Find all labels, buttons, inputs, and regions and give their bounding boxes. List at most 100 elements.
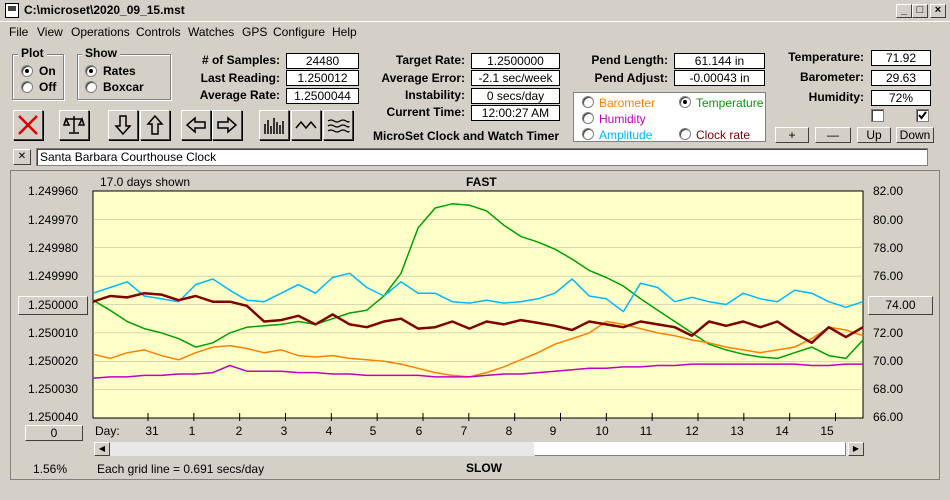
plot-group-label: Plot	[18, 46, 47, 60]
day-tick-label: 9	[549, 424, 557, 438]
amplitude-channel-radio[interactable]	[582, 128, 594, 140]
menu-gps[interactable]: GPS	[242, 25, 268, 39]
arrow-left-icon	[185, 116, 206, 134]
plot-off-label: Off	[39, 80, 57, 94]
scroll-left-button[interactable]: ◀	[94, 442, 110, 456]
wave-icon	[295, 120, 317, 130]
pend-adjust-label: Pend Adjust:	[594, 71, 668, 85]
humidity-value: 72%	[871, 90, 931, 106]
menu-help[interactable]: Help	[332, 25, 357, 39]
wave-view-button[interactable]	[291, 110, 321, 140]
zero-button[interactable]: 0	[25, 425, 83, 441]
samples-label: # of Samples:	[201, 53, 280, 67]
minimize-button[interactable]: _	[896, 4, 912, 18]
average-rate-label: Average Rate:	[199, 88, 280, 102]
balance-button[interactable]	[59, 110, 89, 140]
average-error-label: Average Error:	[381, 71, 465, 85]
right-tick-label: 70.00	[873, 354, 904, 368]
arrow-left-button[interactable]	[181, 110, 211, 140]
down-button[interactable]: Down	[896, 127, 934, 143]
maximize-button[interactable]: □	[912, 4, 928, 18]
day-tick-label: 6	[415, 424, 423, 438]
temperature-label: Temperature:	[788, 50, 864, 64]
clock-rate-channel-radio[interactable]	[679, 128, 691, 140]
arrow-right-button[interactable]	[212, 110, 242, 140]
humidity-checkbox-1[interactable]	[871, 109, 884, 122]
zoom-percent: 1.56%	[33, 462, 68, 476]
menu-configure[interactable]: Configure	[273, 25, 326, 39]
right-tick-label: 78.00	[873, 241, 904, 255]
temperature-channel-radio[interactable]	[679, 96, 691, 108]
scroll-thumb[interactable]	[534, 442, 846, 456]
menu-operations[interactable]: Operations	[71, 25, 130, 39]
clock-rate-channel-label: Clock rate	[696, 128, 751, 142]
menu-bar: File View Operations Controls Watches GP…	[0, 22, 950, 42]
scroll-right-button[interactable]: ▶	[848, 442, 864, 456]
close-window-button[interactable]: ×	[930, 4, 946, 18]
show-rates-label: Rates	[103, 64, 136, 78]
menu-controls[interactable]: Controls	[136, 25, 181, 39]
series-temperature	[92, 203, 864, 360]
right-tick-label: 66.00	[873, 410, 904, 424]
barometer-channel-radio[interactable]	[582, 96, 594, 108]
up-button[interactable]: Up	[857, 127, 891, 143]
left-tick-label: 1.249980	[28, 241, 79, 255]
right-tick-label: 72.00	[873, 326, 904, 340]
show-rates-radio[interactable]	[85, 65, 97, 77]
arrow-right-icon	[217, 116, 238, 134]
left-tick-label: 1.250040	[28, 410, 79, 424]
slow-label: SLOW	[466, 461, 502, 475]
arrow-down-button[interactable]	[108, 110, 138, 140]
day-tick-label: 5	[369, 424, 377, 438]
menu-file[interactable]: File	[9, 25, 29, 39]
right-tick-label: 82.00	[873, 184, 904, 198]
arrow-down-icon	[114, 115, 132, 136]
temperature-channel-label: Temperature	[696, 96, 764, 110]
left-tick-label: 1.249960	[28, 184, 79, 198]
ripple-view-button[interactable]	[323, 110, 353, 140]
center-temp-button[interactable]: 74.00	[868, 296, 933, 315]
average-rate-value: 1.2500044	[286, 88, 359, 104]
left-tick-label: 1.250010	[28, 326, 79, 340]
minus-button[interactable]: —	[815, 127, 851, 143]
clear-clock-name-button[interactable]: ✕	[13, 149, 31, 165]
show-boxcar-radio[interactable]	[85, 81, 97, 93]
title-bar: C:\microset\2020_09_15.mst _ □ ×	[0, 0, 950, 22]
show-boxcar-label: Boxcar	[103, 80, 144, 94]
pend-adjust-value: -0.00043 in	[674, 70, 765, 86]
instability-value: 0 secs/day	[471, 88, 560, 104]
plot-off-radio[interactable]	[21, 81, 33, 93]
fast-label: FAST	[466, 175, 497, 189]
day-tick-label: 2	[235, 424, 243, 438]
balance-icon	[62, 116, 86, 134]
current-time-value: 12:00:27 AM	[471, 105, 560, 121]
day-tick-label: 14	[775, 424, 789, 438]
humidity-label: Humidity:	[808, 90, 864, 104]
chart-scrollbar[interactable]: ◀ ▶	[93, 441, 865, 457]
humidity-channel-label: Humidity	[599, 112, 646, 126]
pend-length-value: 61.144 in	[674, 53, 765, 69]
arrow-up-button[interactable]	[140, 110, 170, 140]
clock-name-input[interactable]: Santa Barbara Courthouse Clock	[36, 148, 928, 166]
plus-button[interactable]: +	[775, 127, 809, 143]
target-rate-value: 1.2500000	[471, 53, 560, 69]
menu-watches[interactable]: Watches	[188, 25, 235, 39]
plot-on-radio[interactable]	[21, 65, 33, 77]
current-time-label: Current Time:	[386, 105, 465, 119]
menu-view[interactable]: View	[37, 25, 63, 39]
instability-label: Instability:	[404, 88, 465, 102]
day-tick-label: 31	[145, 424, 159, 438]
barometer-channel-label: Barometer	[599, 96, 656, 110]
center-rate-button[interactable]: 1.250000	[18, 296, 88, 315]
humidity-channel-radio[interactable]	[582, 112, 594, 124]
bars-view-button[interactable]	[259, 110, 289, 140]
series-humidity	[92, 363, 863, 380]
pend-length-label: Pend Length:	[591, 53, 668, 67]
close-icon	[18, 115, 38, 135]
clear-button[interactable]	[13, 110, 43, 140]
ripple-icon	[327, 119, 350, 133]
arrow-up-icon	[146, 114, 164, 135]
temperature-value: 71.92	[871, 50, 931, 66]
humidity-checkbox-2[interactable]	[916, 109, 929, 122]
